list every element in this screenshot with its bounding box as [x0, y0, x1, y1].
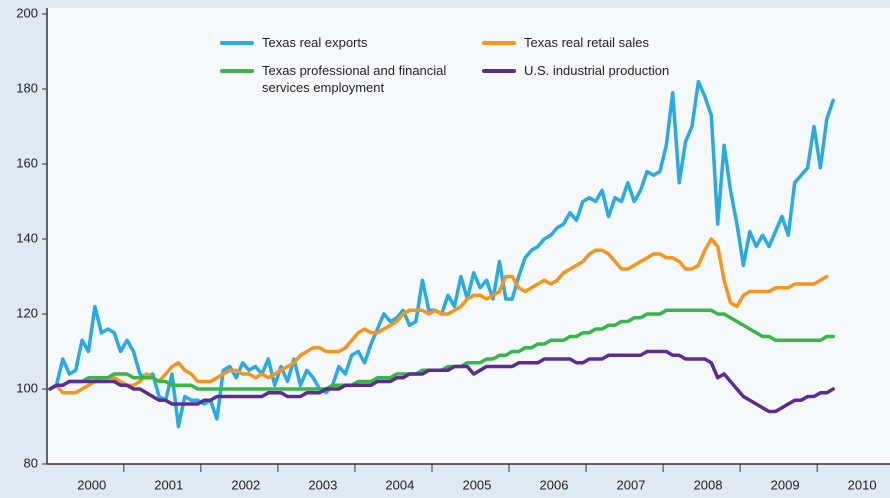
x-tick-label: 2009 — [771, 477, 800, 492]
y-tick-label: 100 — [16, 380, 38, 395]
legend-label: Texas professional and financial service… — [262, 63, 447, 95]
legend-item: Texas professional and financial service… — [220, 62, 467, 96]
y-tick-label: 80 — [24, 455, 38, 470]
series-line — [48, 237, 829, 395]
x-tick-label: 2007 — [617, 477, 646, 492]
x-tick-label: 2004 — [385, 477, 414, 492]
x-tick-label: 2000 — [77, 477, 106, 492]
x-tick-label: 2010 — [848, 477, 877, 492]
x-tick-label: 2003 — [308, 477, 337, 492]
y-tick-label: 200 — [16, 5, 38, 20]
x-tick-label: 2005 — [462, 477, 491, 492]
y-tick-label: 140 — [16, 230, 38, 245]
legend-swatch — [482, 69, 516, 73]
y-tick-label: 160 — [16, 155, 38, 170]
legend-item: U.S. industrial production — [482, 62, 729, 79]
legend-item: Texas real retail sales — [482, 34, 729, 51]
y-tick-label: 120 — [16, 305, 38, 320]
legend-item: Texas real exports — [220, 34, 467, 51]
series-line — [48, 349, 835, 414]
legend-label: Texas real retail sales — [524, 35, 649, 50]
x-tick-label: 2008 — [694, 477, 723, 492]
legend-label: Texas real exports — [262, 35, 368, 50]
x-tick-label: 2006 — [540, 477, 569, 492]
legend-swatch — [482, 41, 516, 45]
legend-label: U.S. industrial production — [524, 63, 670, 78]
x-tick-label: 2002 — [231, 477, 260, 492]
y-tick-label: 180 — [16, 80, 38, 95]
legend-swatch — [220, 41, 254, 45]
legend-swatch — [220, 69, 254, 73]
x-tick-label: 2001 — [154, 477, 183, 492]
